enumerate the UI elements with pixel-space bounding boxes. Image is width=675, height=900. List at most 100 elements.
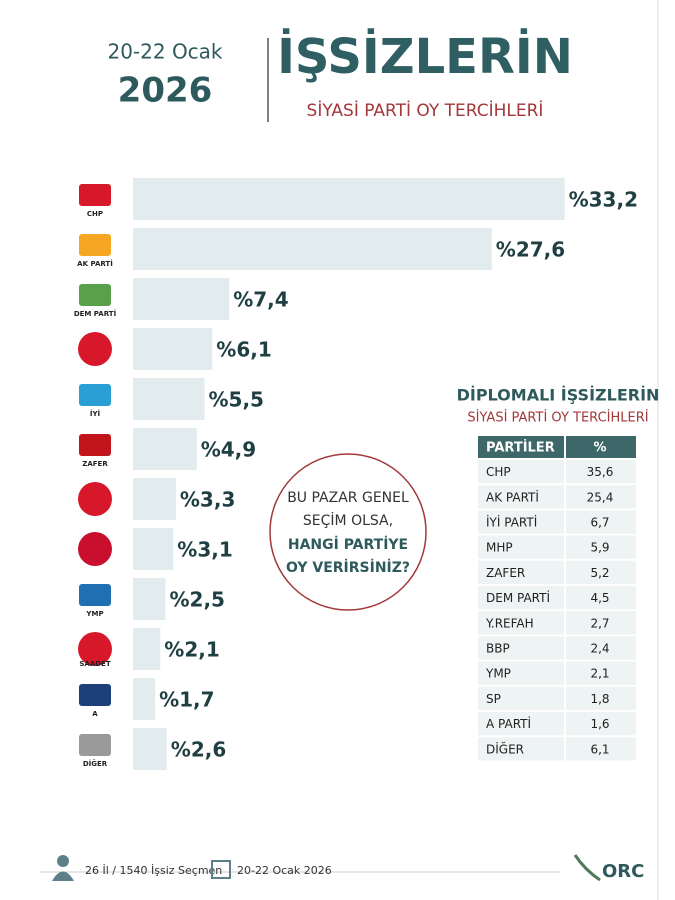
logo-label: A — [92, 710, 98, 718]
table-row-bg — [478, 611, 636, 635]
table-row-bg — [478, 737, 636, 761]
bar — [133, 328, 213, 370]
table-row-bg — [478, 460, 636, 484]
table-row-bg — [478, 586, 636, 610]
table-party: MHP — [486, 541, 513, 555]
question-circle — [269, 453, 427, 611]
table-header: PARTİLER — [486, 440, 555, 456]
table-row-bg — [478, 686, 636, 710]
bar — [133, 178, 565, 220]
value-label: %6,1 — [216, 338, 271, 362]
party-logo — [78, 482, 112, 516]
value-label: %5,5 — [209, 388, 264, 412]
party-logo — [78, 632, 112, 666]
logo-label: ZAFER — [82, 460, 108, 468]
footer-date: 20-22 Ocak 2026 — [237, 864, 332, 877]
logo-label: AK PARTİ — [77, 259, 113, 268]
bar — [133, 678, 156, 720]
calendar-icon — [211, 860, 231, 879]
party-logo — [79, 234, 111, 256]
people-icon — [52, 871, 74, 881]
party-logo — [79, 734, 111, 756]
table-subtitle: SİYASİ PARTİ OY TERCİHLERİ — [467, 410, 648, 426]
value-label: %1,7 — [159, 688, 214, 712]
value-label: %3,1 — [177, 538, 232, 562]
table-row-bg — [478, 535, 636, 559]
logo-label: İYİ — [90, 409, 100, 418]
bar — [133, 728, 167, 770]
bar — [133, 428, 197, 470]
table-party: İYİ PARTİ — [486, 515, 537, 530]
footer-sample: 26 İl / 1540 İşsiz Seçmen — [85, 864, 222, 877]
table-value: 2,7 — [590, 616, 609, 630]
party-logo — [78, 532, 112, 566]
bar — [133, 478, 176, 520]
table-party: SP — [486, 692, 501, 706]
bar — [133, 628, 161, 670]
table-value: 1,6 — [590, 717, 609, 731]
table-party: CHP — [486, 465, 511, 479]
table-row-bg — [478, 510, 636, 534]
table-row-bg — [478, 560, 636, 584]
table-value: 2,4 — [590, 642, 609, 656]
table-party: DİĞER — [486, 741, 524, 756]
logo-label: DİĞER — [83, 759, 108, 768]
table-value: 35,6 — [587, 465, 614, 479]
table-value: 2,1 — [590, 667, 609, 681]
party-logo — [79, 184, 111, 206]
party-logo — [79, 684, 111, 706]
table-row-bg — [478, 712, 636, 736]
table-party: AK PARTİ — [486, 489, 539, 504]
value-label: %3,3 — [180, 488, 235, 512]
brand: ORC — [602, 861, 644, 882]
table-party: DEM PARTİ — [486, 590, 550, 605]
date: 20-22 Ocak — [107, 40, 222, 64]
year: 2026 — [118, 71, 213, 111]
value-label: %2,1 — [164, 638, 219, 662]
logo-label: YMP — [85, 610, 103, 618]
table-value: 5,2 — [590, 566, 609, 580]
table-party: BBP — [486, 642, 510, 656]
people-icon — [57, 855, 69, 867]
table-row-bg — [478, 485, 636, 509]
subtitle: SİYASİ PARTİ OY TERCİHLERİ — [307, 100, 544, 121]
bar — [133, 278, 230, 320]
table-header-bg — [478, 436, 636, 458]
table-party: A PARTİ — [486, 716, 531, 731]
table-value: 4,5 — [590, 591, 609, 605]
question-line: HANGİ PARTİYE — [288, 536, 408, 553]
value-label: %27,6 — [496, 238, 565, 262]
party-logo — [79, 384, 111, 406]
brand-mark — [573, 854, 601, 882]
logo-label: CHP — [87, 210, 103, 218]
bar — [133, 578, 166, 620]
party-logo — [79, 284, 111, 306]
value-label: %4,9 — [201, 438, 256, 462]
value-label: %7,4 — [233, 288, 288, 312]
table-header: % — [593, 441, 606, 456]
logo-label: DEM PARTİ — [74, 309, 116, 318]
table-value: 6,7 — [590, 516, 609, 530]
table-value: 6,1 — [590, 742, 609, 756]
bar — [133, 528, 174, 570]
table-title: DİPLOMALI İŞSİZLERİN — [457, 386, 660, 405]
value-label: %33,2 — [569, 188, 638, 212]
value-label: %2,5 — [170, 588, 225, 612]
logo-label: SAADET — [79, 660, 110, 668]
question-line: SEÇİM OLSA, — [303, 511, 393, 529]
party-logo — [79, 584, 111, 606]
table-value: 25,4 — [587, 490, 614, 504]
question-line: BU PAZAR GENEL — [287, 490, 409, 506]
question-line: OY VERİRSİNİZ? — [286, 559, 410, 576]
bar — [133, 378, 205, 420]
title: İŞSİZLERİN — [277, 28, 573, 85]
party-logo — [78, 332, 112, 366]
party-logo — [79, 434, 111, 456]
value-label: %2,6 — [171, 738, 226, 762]
table-party: YMP — [485, 667, 511, 681]
table-value: 5,9 — [590, 541, 609, 555]
table-party: Y.REFAH — [485, 616, 534, 630]
table-party: ZAFER — [486, 566, 525, 580]
